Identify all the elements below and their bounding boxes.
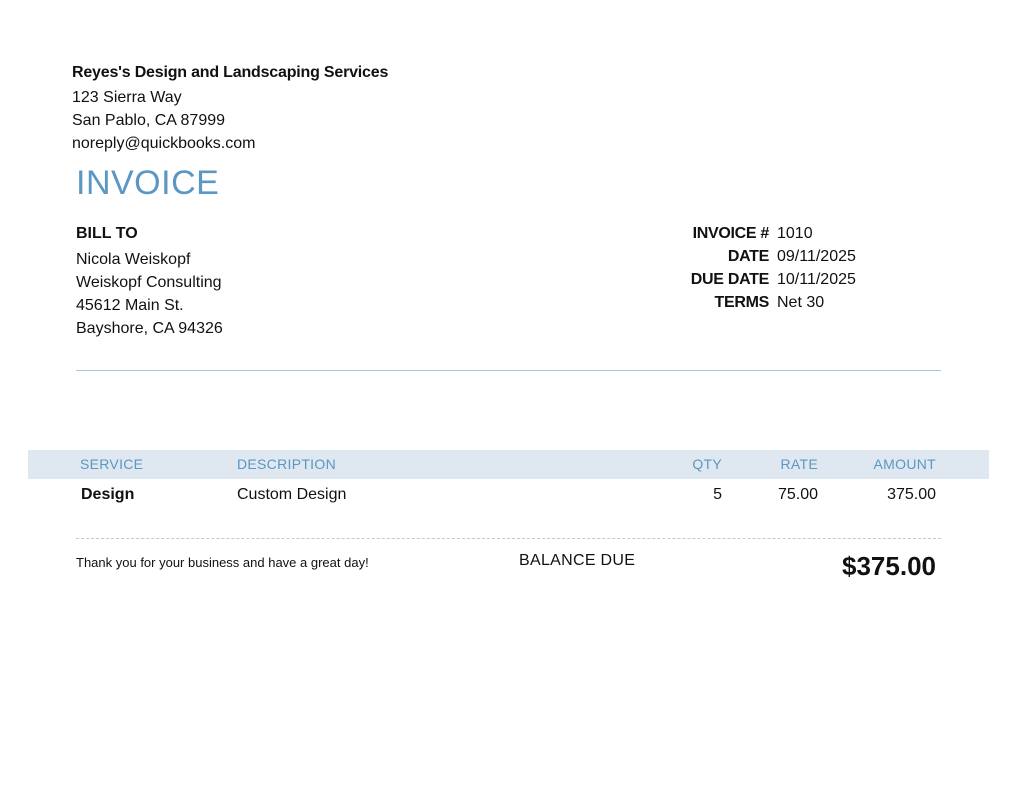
bill-to-company: Weiskopf Consulting [76,274,222,291]
company-email: noreply@quickbooks.com [72,135,256,152]
due-date-label: DUE DATE [690,271,770,288]
terms-value: Net 30 [777,294,825,311]
terms-label: TERMS [714,294,769,311]
column-header-service: SERVICE [80,456,144,472]
invoice-number-label: INVOICE # [692,225,770,242]
thank-you-message: Thank you for your business and have a g… [76,555,369,570]
company-name: Reyes's Design and Landscaping Services [72,64,389,81]
company-address-line2: San Pablo, CA 87999 [72,112,226,129]
column-header-qty: QTY [692,456,722,472]
bill-to-heading: BILL TO [76,225,138,242]
bill-to-name: Nicola Weiskopf [76,251,191,268]
bill-to-address-line1: 45612 Main St. [76,297,184,314]
due-date-value: 10/11/2025 [777,271,856,288]
invoice-date-value: 09/11/2025 [777,248,856,265]
line-item-description: Custom Design [237,486,347,503]
invoice-title: INVOICE [76,164,220,202]
balance-due-label: BALANCE DUE [519,552,636,569]
column-header-rate: RATE [780,456,818,472]
column-header-description: DESCRIPTION [237,456,336,472]
header-divider [76,370,941,371]
invoice-date-label: DATE [727,248,769,265]
totals-divider [76,538,941,539]
bill-to-address-line2: Bayshore, CA 94326 [76,320,223,337]
line-item-qty: 5 [713,486,722,503]
line-items-header [28,450,989,479]
company-address-line1: 123 Sierra Way [72,89,182,106]
invoice-number-value: 1010 [777,225,813,242]
line-item-rate: 75.00 [777,486,818,503]
column-header-amount: AMOUNT [873,456,936,472]
line-item-amount: 375.00 [887,486,936,503]
line-item-service: Design [81,486,135,503]
balance-due-amount: $375.00 [842,551,936,581]
